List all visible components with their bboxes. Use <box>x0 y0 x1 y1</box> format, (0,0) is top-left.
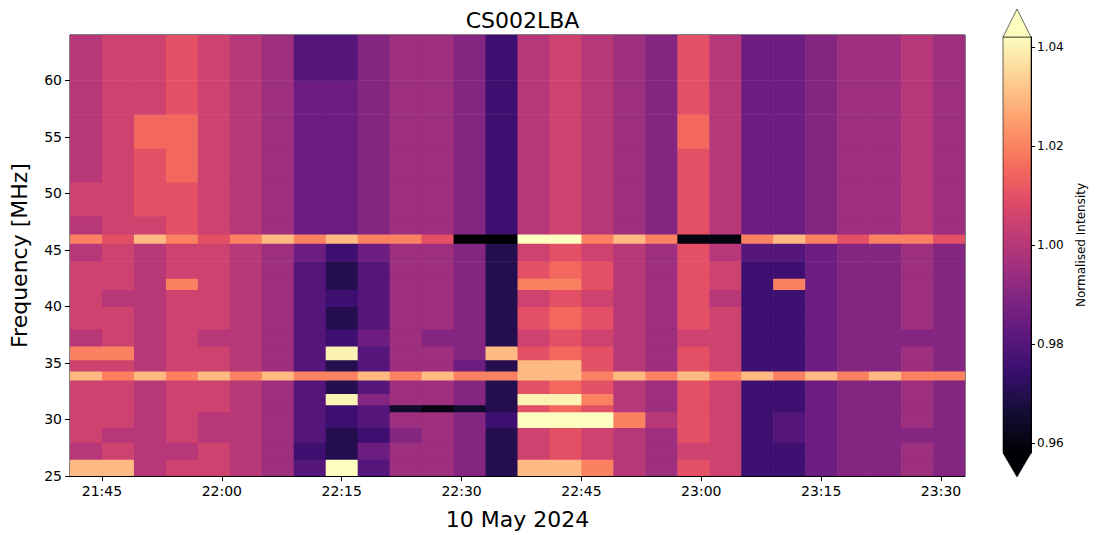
svg-text:60: 60 <box>44 72 62 88</box>
svg-text:40: 40 <box>44 298 62 314</box>
svg-text:0.98: 0.98 <box>1037 337 1064 351</box>
svg-text:21:45: 21:45 <box>82 483 122 499</box>
svg-text:22:45: 22:45 <box>561 483 601 499</box>
svg-text:CS002LBA: CS002LBA <box>466 8 580 33</box>
svg-text:1.02: 1.02 <box>1037 139 1064 153</box>
svg-text:1.04: 1.04 <box>1037 40 1064 54</box>
svg-text:0.96: 0.96 <box>1037 436 1064 450</box>
svg-text:22:30: 22:30 <box>441 483 481 499</box>
svg-text:1.00: 1.00 <box>1037 238 1064 252</box>
svg-text:Normalised Intensity: Normalised Intensity <box>1074 183 1088 307</box>
svg-text:22:15: 22:15 <box>322 483 362 499</box>
svg-text:10 May 2024: 10 May 2024 <box>446 507 589 532</box>
svg-text:23:15: 23:15 <box>801 483 841 499</box>
svg-text:Frequency [MHz]: Frequency [MHz] <box>7 163 32 348</box>
svg-text:23:00: 23:00 <box>681 483 721 499</box>
svg-text:25: 25 <box>44 468 62 484</box>
svg-text:30: 30 <box>44 411 62 427</box>
svg-text:22:00: 22:00 <box>202 483 242 499</box>
svg-text:50: 50 <box>44 185 62 201</box>
svg-text:55: 55 <box>44 129 62 145</box>
svg-text:23:30: 23:30 <box>921 483 961 499</box>
svg-text:35: 35 <box>44 355 62 371</box>
svg-text:45: 45 <box>44 242 62 258</box>
